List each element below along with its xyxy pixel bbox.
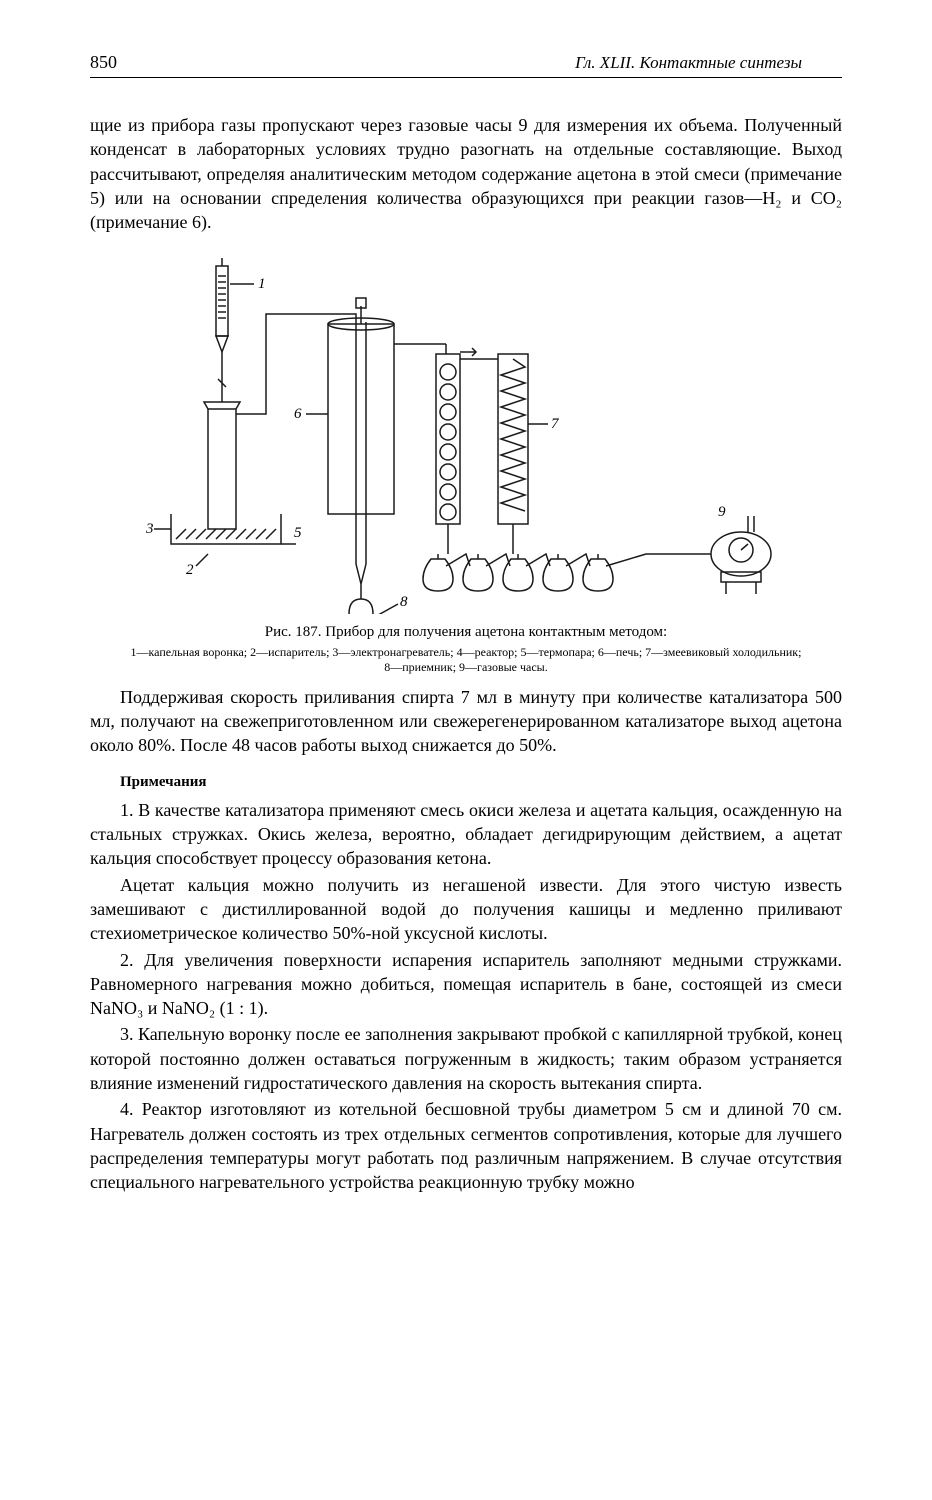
apparatus-svg: 1 3 (146, 254, 786, 614)
diagram-label-5: 5 (294, 525, 302, 541)
page-header: 850 Гл. XLII. Контактные синтезы (90, 50, 842, 78)
figure-187: 1 3 (90, 254, 842, 674)
diagram-label-3: 3 (146, 521, 154, 537)
notes-heading: Примечания (90, 772, 842, 792)
body-paragraph-mid: Поддерживая скорость приливания спирта 7… (90, 685, 842, 758)
apparatus-diagram: 1 3 (90, 254, 842, 614)
note-2: 2. Для увеличения поверхности испарения … (90, 948, 842, 1021)
figure-caption-main: Рис. 187. Прибор для получения ацетона к… (90, 622, 842, 642)
diagram-label-6: 6 (294, 406, 302, 422)
note-4: 4. Реактор изготовляют из котельной бесш… (90, 1097, 842, 1194)
page-number: 850 (90, 50, 117, 74)
diagram-label-1: 1 (258, 276, 266, 292)
diagram-label-9: 9 (718, 504, 726, 520)
note-3: 3. Капельную воронку после ее заполнения… (90, 1022, 842, 1095)
note-1a: 1. В качестве катализатора применяют сме… (90, 798, 842, 871)
body-paragraph-top: щие из прибора газы пропускают через газ… (90, 113, 842, 234)
diagram-label-8: 8 (400, 594, 408, 610)
chapter-title: Гл. XLII. Контактные синтезы (575, 52, 802, 75)
diagram-label-7: 7 (551, 416, 560, 432)
figure-caption-legend: 1—капельная воронка; 2—испаритель; 3—эле… (90, 645, 842, 675)
note-1b: Ацетат кальция можно получить из негашен… (90, 873, 842, 946)
diagram-label-2: 2 (186, 562, 194, 578)
